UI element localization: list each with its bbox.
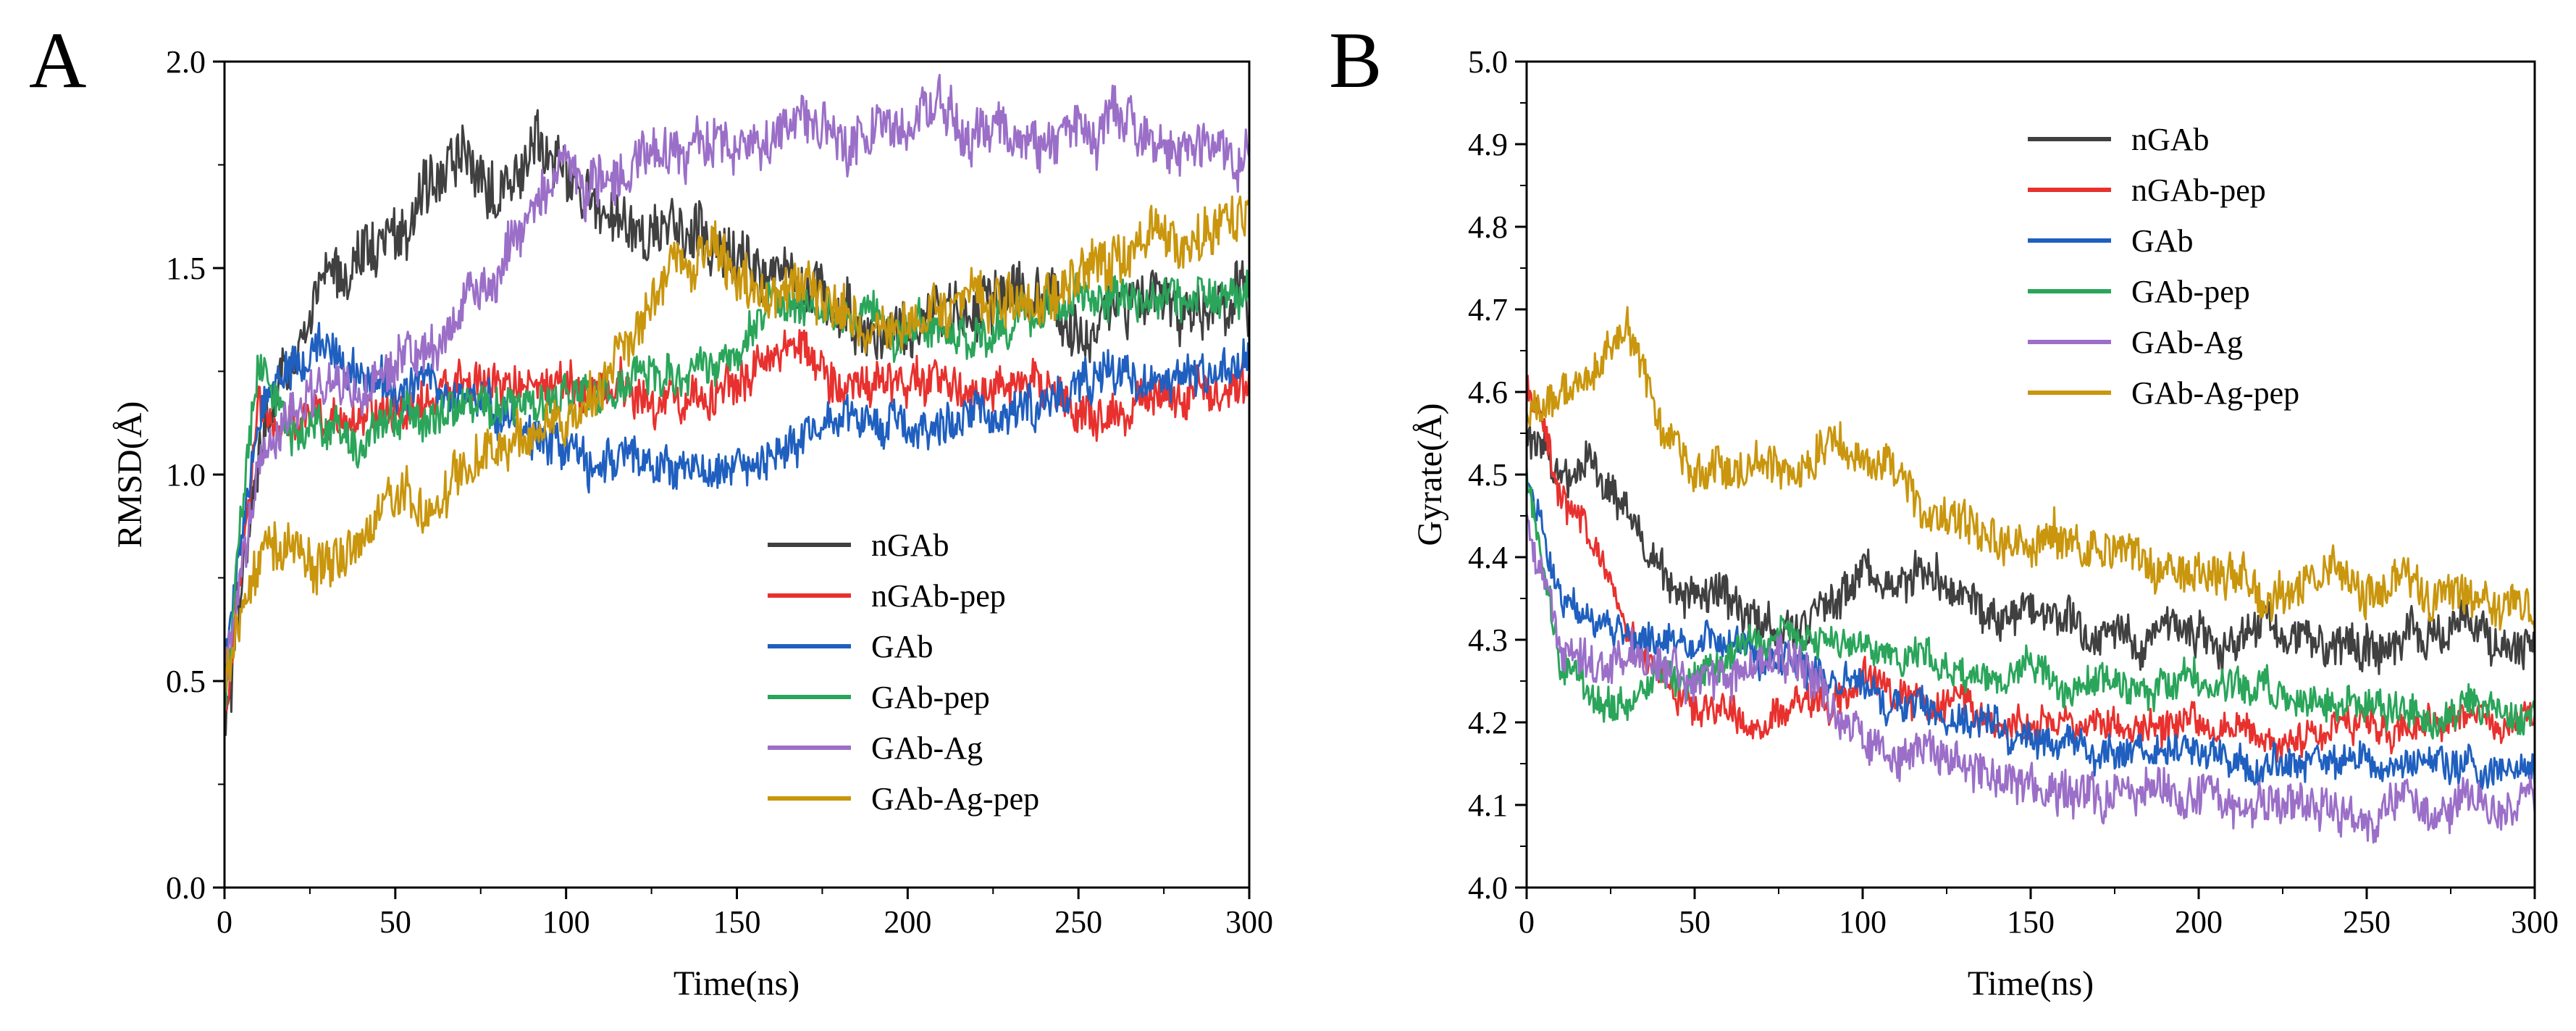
y-tick-label: 4.7 — [1468, 292, 1508, 327]
series-line-gab-pep — [1525, 467, 2536, 740]
y-tick-label: 4.3 — [1468, 622, 1508, 658]
series-line-gab-ag-pep — [223, 195, 1251, 693]
y-tick-label: 4.4 — [1468, 540, 1508, 575]
x-tick-label: 150 — [713, 904, 761, 940]
series-line-ngab-pep — [1525, 375, 2536, 763]
series-line-gab-ag — [223, 73, 1251, 680]
y-tick-label: 1.0 — [166, 457, 206, 493]
y-tick-label: 2.0 — [166, 44, 206, 80]
x-tick-label: 100 — [542, 904, 590, 940]
series-line-gab — [1525, 481, 2536, 790]
x-tick-label: 100 — [1839, 904, 1887, 940]
panel-b: B 0 50 100 150 200 250 300 4.0 4.1 4.2 4.3 4.4 4.5 4.… — [1329, 16, 2559, 1003]
legend-label: GAb — [2131, 223, 2194, 259]
series-line-ngab — [1525, 425, 2536, 676]
panel-a-legend: nGAb nGAb-pep GAb GAb-pep GAb-Ag GAb-Ag-pep — [768, 527, 1039, 817]
y-tick-label: 0.0 — [166, 870, 206, 906]
legend-label: nGAb-pep — [2131, 172, 2266, 208]
x-tick-label: 300 — [2511, 904, 2559, 940]
panel-a-ticks: 0 50 100 150 200 250 300 0.0 0.5 1.0 1.5 2.0 — [166, 44, 1273, 940]
legend-label: GAb-Ag — [871, 730, 983, 766]
legend-label: nGAb — [871, 527, 949, 563]
panel-a-x-axis-label: Time(ns) — [674, 964, 800, 1003]
y-tick-label: 4.9 — [1468, 127, 1508, 162]
y-tick-label: 4.8 — [1468, 209, 1508, 245]
legend-label: GAb-pep — [871, 680, 990, 715]
x-tick-label: 250 — [2343, 904, 2391, 940]
x-tick-label: 0 — [217, 904, 232, 940]
y-tick-label: 4.6 — [1468, 375, 1508, 410]
x-tick-label: 0 — [1519, 904, 1535, 940]
panel-b-series — [1525, 306, 2536, 844]
legend-label: GAb-pep — [2131, 274, 2250, 309]
series-line-gab-pep — [223, 270, 1251, 711]
y-tick-label: 4.0 — [1468, 870, 1508, 906]
panel-b-label: B — [1329, 16, 1382, 104]
y-tick-label: 1.5 — [166, 251, 206, 286]
panel-a-y-axis-label: RMSD(Å) — [111, 401, 149, 548]
x-tick-label: 50 — [379, 904, 411, 940]
x-tick-label: 50 — [1679, 904, 1711, 940]
panel-b-y-axis-label: Gyrate(Å) — [1411, 403, 1449, 546]
panel-a-plot-frame — [223, 60, 1251, 889]
y-tick-label: 4.2 — [1468, 705, 1508, 740]
series-line-gab — [223, 322, 1251, 683]
x-tick-label: 250 — [1054, 904, 1102, 940]
x-tick-label: 200 — [2175, 904, 2223, 940]
x-tick-label: 200 — [884, 904, 931, 940]
panel-b-ticks: 0 50 100 150 200 250 300 4.0 4.1 4.2 4.3 4.4 4.5 4.6 4… — [1468, 44, 2559, 940]
legend-label: GAb-Ag-pep — [871, 781, 1039, 817]
panel-b-x-axis-label: Time(ns) — [1968, 964, 2094, 1003]
panel-b-legend: nGAb nGAb-pep GAb GAb-pep GAb-Ag GAb-Ag-pep — [2028, 122, 2299, 411]
y-tick-label: 5.0 — [1468, 44, 1508, 80]
y-tick-label: 4.5 — [1468, 457, 1508, 493]
y-tick-label: 0.5 — [166, 664, 206, 699]
legend-label: GAb-Ag-pep — [2131, 375, 2299, 411]
legend-label: nGAb — [2131, 122, 2210, 157]
series-line-ngab — [223, 109, 1251, 736]
series-line-gab-ag-pep — [1525, 306, 2536, 631]
panel-a: A 0 50 100 150 200 250 300 0.0 0.5 1.0 1.5 2.0 Time… — [29, 16, 1273, 1003]
x-tick-label: 300 — [1225, 904, 1273, 940]
panel-a-series — [223, 73, 1251, 736]
legend-label: GAb-Ag — [2131, 325, 2243, 360]
panel-a-label: A — [29, 16, 86, 104]
series-line-gab-ag — [1525, 512, 2536, 844]
x-tick-label: 150 — [2007, 904, 2055, 940]
legend-label: nGAb-pep — [871, 578, 1006, 614]
y-tick-label: 4.1 — [1468, 788, 1508, 823]
legend-label: GAb — [871, 629, 934, 664]
